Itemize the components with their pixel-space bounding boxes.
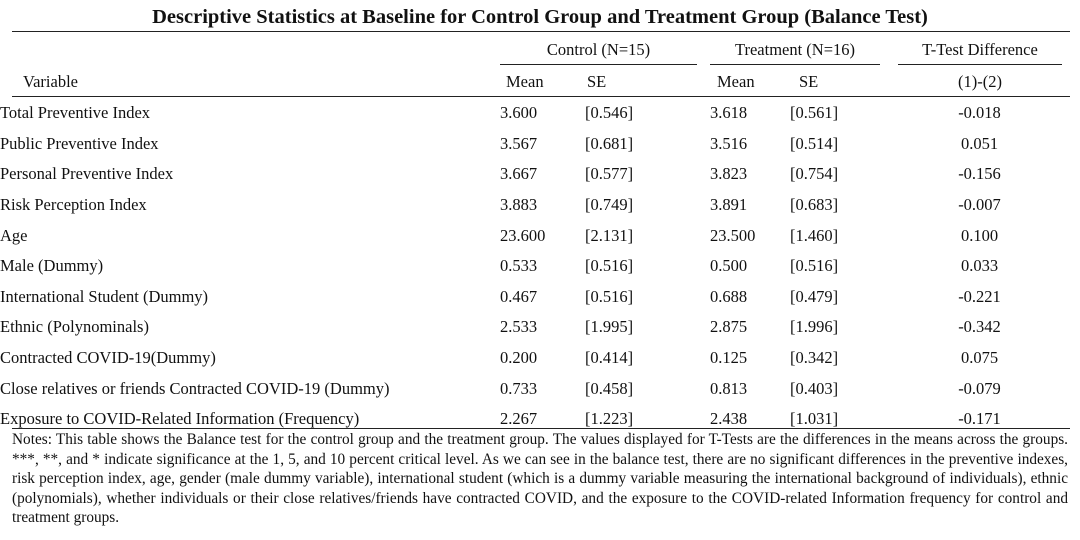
control-se-cell: [0.546]: [585, 103, 634, 123]
table-row: Close relatives or friends Contracted CO…: [0, 373, 1057, 404]
variable-cell: Exposure to COVID-Related Information (F…: [0, 409, 360, 429]
treatment-se-cell: [1.460]: [790, 225, 839, 245]
control-mean-cell: 3.883: [500, 195, 538, 215]
control-se-header: SE: [587, 72, 607, 91]
table-row: Age 23.600 [2.131] 23.500 [1.460] 0.100: [0, 220, 1057, 251]
ttest-group-underline: [898, 64, 1062, 65]
treatment-se-cell: [0.516]: [790, 256, 839, 276]
ttest-difference-cell: 0.075: [960, 348, 999, 368]
treatment-se-cell: [0.683]: [790, 195, 839, 215]
ttest-difference-cell: -0.007: [958, 195, 1001, 215]
treatment-se-cell: [1.031]: [790, 409, 839, 429]
ttest-group-header: T-Test Difference: [922, 40, 1038, 59]
treatment-mean-cell: 2.438: [710, 409, 748, 429]
variable-cell: Risk Perception Index: [0, 195, 147, 215]
control-mean-cell: 0.200: [500, 348, 538, 368]
control-se-cell: [0.458]: [585, 378, 634, 398]
table-title: Descriptive Statistics at Baseline for C…: [152, 6, 928, 28]
ttest-subheader: (1)-(2): [958, 72, 1002, 91]
control-mean-cell: 0.467: [500, 286, 538, 306]
ttest-difference-cell: -0.171: [958, 409, 1001, 429]
ttest-difference-cell: -0.221: [958, 286, 1001, 306]
ttest-difference-cell: -0.156: [958, 164, 1001, 184]
table-notes: Notes: This table shows the Balance test…: [12, 431, 1068, 527]
control-mean-cell: 3.667: [500, 164, 538, 184]
ttest-difference-cell: -0.079: [958, 378, 1001, 398]
treatment-se-cell: [0.754]: [790, 164, 839, 184]
table-row: Contracted COVID-19(Dummy) 0.200 [0.414] 0.…: [0, 343, 1057, 374]
treatment-se-cell: [0.342]: [790, 348, 839, 368]
table-row: Exposure to COVID-Related Information (F…: [0, 404, 1057, 435]
data-table: Total Preventive Index 3.600 [0.546] 3.618 […: [0, 98, 1057, 435]
control-se-cell: [1.995]: [585, 317, 634, 337]
variable-cell: Public Preventive Index: [0, 133, 159, 153]
treatment-mean-cell: 3.618: [710, 103, 748, 123]
control-mean-cell: 3.600: [500, 103, 538, 123]
control-mean-cell: 0.733: [500, 378, 538, 398]
treatment-se-cell: [0.403]: [790, 378, 839, 398]
treatment-mean-cell: 23.500: [710, 225, 756, 245]
treatment-mean-header: Mean: [717, 72, 755, 91]
treatment-se-cell: [0.514]: [790, 133, 839, 153]
treatment-group-header: Treatment (N=16): [734, 40, 856, 59]
control-mean-header: Mean: [506, 72, 544, 91]
control-mean-cell: 23.600: [500, 225, 546, 245]
control-se-cell: [0.516]: [585, 256, 634, 276]
control-se-cell: [0.414]: [585, 348, 634, 368]
control-se-cell: [0.577]: [585, 164, 634, 184]
control-mean-cell: 2.533: [500, 317, 538, 337]
variable-cell: Personal Preventive Index: [0, 164, 174, 184]
control-se-cell: [0.681]: [585, 133, 634, 153]
variable-cell: Age: [0, 225, 28, 245]
table-row: Public Preventive Index 3.567 [0.681] 3.516…: [0, 129, 1057, 160]
ttest-difference-cell: -0.018: [958, 103, 1001, 123]
top-rule: [12, 31, 1070, 32]
treatment-mean-cell: 0.125: [710, 348, 748, 368]
header-rule: [12, 96, 1070, 97]
treatment-mean-cell: 0.500: [710, 256, 748, 276]
control-group-header: Control (N=15): [546, 40, 651, 59]
control-se-cell: [2.131]: [585, 225, 634, 245]
treatment-mean-cell: 3.516: [710, 133, 748, 153]
table-row: Risk Perception Index 3.883 [0.749] 3.891 [0…: [0, 190, 1057, 221]
control-se-cell: [1.223]: [585, 409, 634, 429]
treatment-group-underline: [710, 64, 880, 65]
ttest-difference-cell: -0.342: [958, 317, 1001, 337]
variable-cell: Close relatives or friends Contracted CO…: [0, 378, 390, 398]
treatment-mean-cell: 2.875: [710, 317, 748, 337]
variable-cell: Ethnic (Polynominals): [0, 317, 149, 337]
control-mean-cell: 2.267: [500, 409, 538, 429]
bottom-rule: [12, 428, 1070, 429]
control-mean-cell: 3.567: [500, 133, 538, 153]
table-row: Male (Dummy) 0.533 [0.516] 0.500 [0.516] 0.03…: [0, 251, 1057, 282]
variable-cell: Contracted COVID-19(Dummy): [0, 348, 216, 368]
ttest-difference-cell: 0.100: [960, 225, 999, 245]
data-table-body: Total Preventive Index 3.600 [0.546] 3.618 […: [0, 98, 1057, 435]
treatment-mean-cell: 3.823: [710, 164, 748, 184]
variable-column-header: Variable: [23, 72, 78, 91]
control-se-cell: [0.749]: [585, 195, 634, 215]
table-row: Ethnic (Polynominals) 2.533 [1.995] 2.875 [1…: [0, 312, 1057, 343]
variable-cell: Male (Dummy): [0, 256, 104, 276]
table-row: International Student (Dummy) 0.467 [0.516…: [0, 282, 1057, 313]
treatment-se-cell: [1.996]: [790, 317, 839, 337]
treatment-se-header: SE: [799, 72, 819, 91]
treatment-se-cell: [0.561]: [790, 103, 839, 123]
treatment-mean-cell: 3.891: [710, 195, 748, 215]
ttest-difference-cell: 0.051: [960, 133, 999, 153]
ttest-difference-cell: 0.033: [960, 256, 999, 276]
variable-cell: International Student (Dummy): [0, 286, 209, 306]
control-group-underline: [500, 64, 697, 65]
variable-cell: Total Preventive Index: [0, 103, 151, 123]
treatment-mean-cell: 0.813: [710, 378, 748, 398]
table-row: Total Preventive Index 3.600 [0.546] 3.618 […: [0, 98, 1057, 129]
table-row: Personal Preventive Index 3.667 [0.577] 3.8…: [0, 159, 1057, 190]
treatment-mean-cell: 0.688: [710, 286, 748, 306]
control-se-cell: [0.516]: [585, 286, 634, 306]
control-mean-cell: 0.533: [500, 256, 538, 276]
treatment-se-cell: [0.479]: [790, 286, 839, 306]
